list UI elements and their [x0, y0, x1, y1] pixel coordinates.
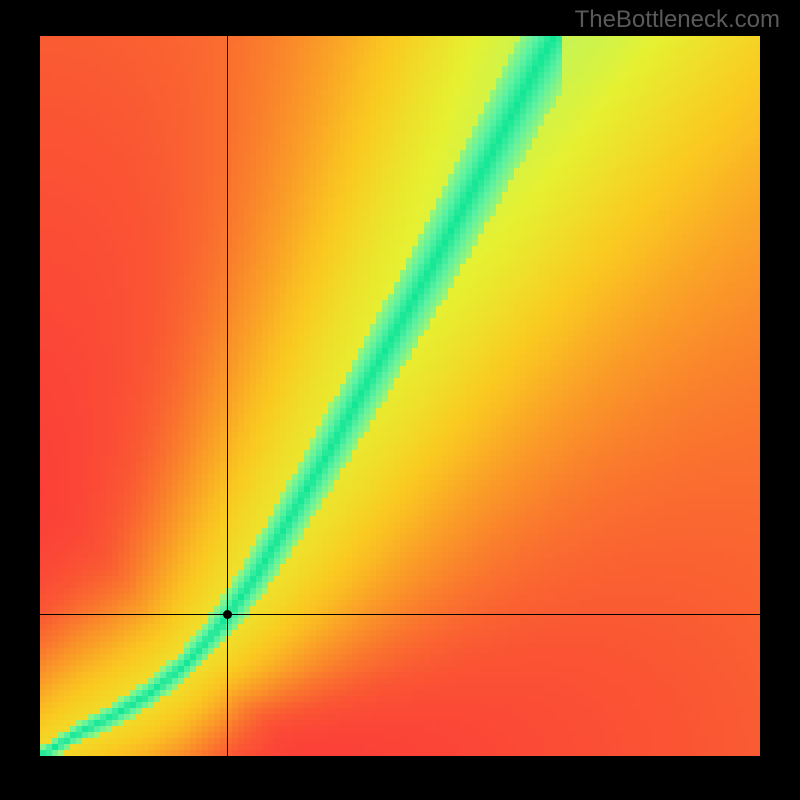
watermark-text: TheBottleneck.com — [575, 6, 780, 34]
crosshair-horizontal — [40, 614, 760, 615]
crosshair-vertical — [227, 36, 228, 756]
chart-container: { "type": "heatmap", "watermark": { "tex… — [0, 0, 800, 800]
crosshair-marker — [223, 610, 232, 619]
bottleneck-heatmap — [40, 36, 760, 756]
